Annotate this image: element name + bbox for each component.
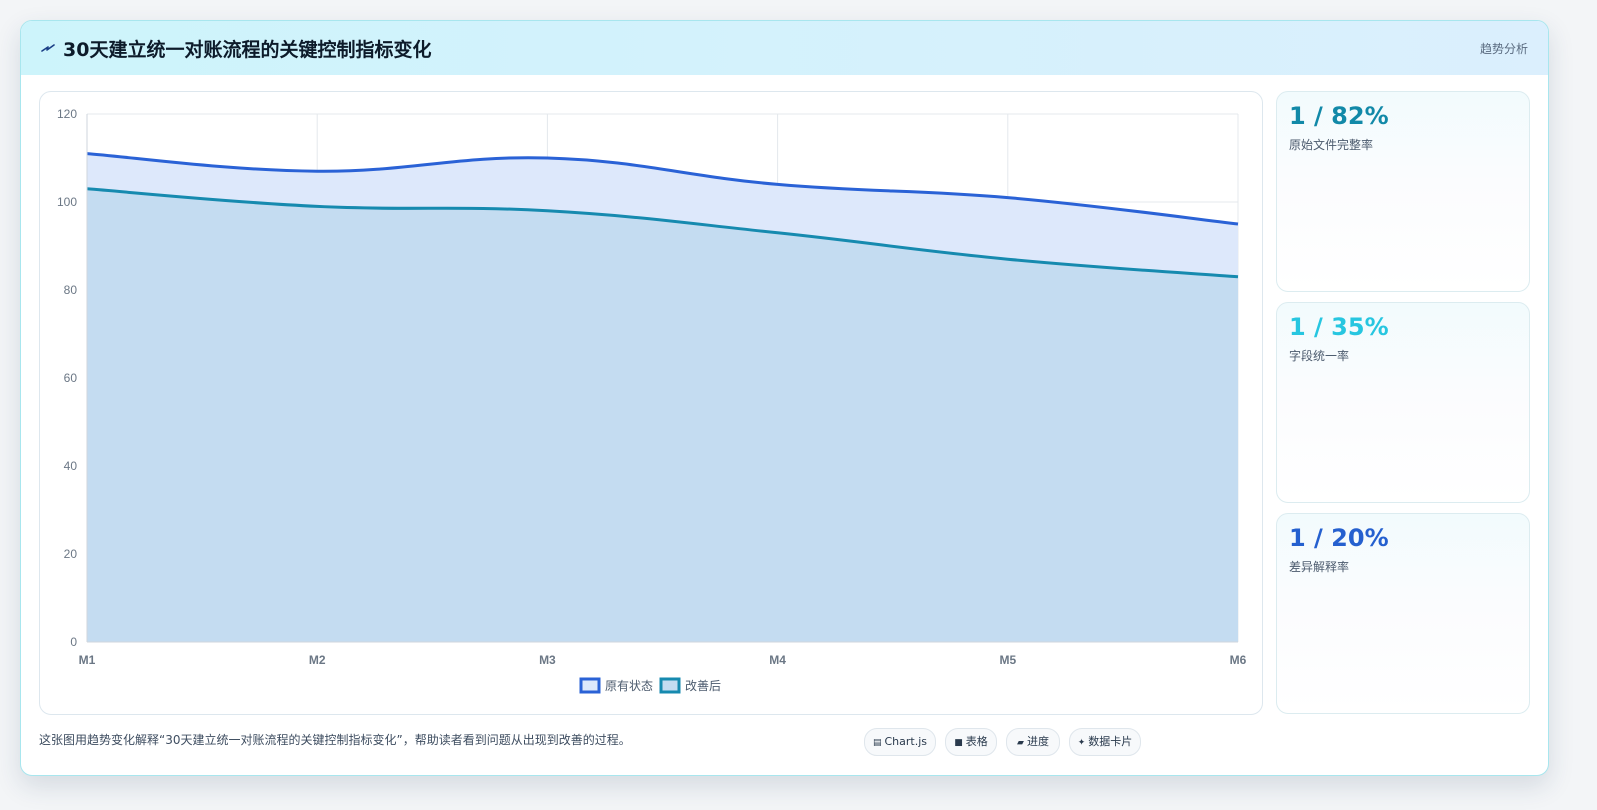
metric-value: 1 / 20% [1289, 524, 1389, 552]
area-series-2 [87, 188, 1238, 643]
tag-label: 表格 [965, 735, 988, 748]
y-tick-label: 0 [70, 635, 77, 649]
y-tick-label: 80 [64, 283, 78, 297]
metric-card-variance-explanation: 1 / 20% 差异解释率 [1276, 513, 1530, 714]
view-mode-label: 趋势分析 [1479, 42, 1528, 56]
x-tick-label: M3 [539, 653, 556, 667]
legend-swatch [659, 677, 681, 694]
y-tick-label: 60 [64, 371, 78, 385]
table-icon: ■ [954, 738, 963, 748]
chart-caption: 这张图用趋势变化解释“30天建立统一对账流程的关键控制指标变化”，帮助读者看到问… [39, 733, 631, 747]
tag-progress[interactable]: ▰ 进度 [1006, 728, 1060, 756]
x-tick-label: M1 [79, 653, 96, 667]
tag-data-card[interactable]: ✦ 数据卡片 [1069, 728, 1141, 756]
x-tick-label: M4 [769, 653, 786, 667]
y-tick-label: 100 [57, 195, 77, 209]
card-header: 30天建立统一对账流程的关键控制指标变化 趋势分析 [21, 21, 1548, 75]
line-series-2 [86, 187, 1239, 279]
y-tick-label: 20 [64, 547, 78, 561]
progress-icon: ▰ [1017, 738, 1024, 748]
legend-label: 改善后 [685, 678, 721, 693]
y-tick-label: 120 [57, 107, 77, 121]
legend-swatch [579, 677, 601, 694]
report-card: 30天建立统一对账流程的关键控制指标变化 趋势分析 0 20 40 60 80 100 12… [20, 20, 1549, 776]
metric-label: 差异解释率 [1289, 560, 1350, 574]
chart-panel: 0 20 40 60 80 100 120 M1 M2 M3 M4 M5 M6 原有状态 改善后 [39, 91, 1263, 715]
chart-icon: ▤ [872, 738, 882, 748]
metric-card-field-unification: 1 / 35% 字段统一率 [1276, 302, 1530, 503]
lightning-icon [41, 44, 55, 52]
line-series-1 [86, 152, 1239, 226]
metric-label: 字段统一率 [1289, 349, 1350, 363]
metric-card-completeness: 1 / 82% 原始文件完整率 [1276, 91, 1530, 292]
sparkle-icon: ✦ [1077, 738, 1086, 748]
tag-label: Chart.js [884, 735, 928, 748]
trend-area-chart: 0 20 40 60 80 100 120 M1 M2 M3 M4 M5 M6 原有状态 改善后 [57, 107, 1247, 694]
legend-label: 原有状态 [605, 679, 653, 693]
tag-label: 进度 [1026, 735, 1049, 748]
page-title: 30天建立统一对账流程的关键控制指标变化 [63, 39, 432, 61]
tag-label: 数据卡片 [1088, 735, 1133, 748]
tag-table[interactable]: ■ 表格 [945, 728, 997, 756]
metric-value: 1 / 82% [1289, 102, 1389, 130]
x-tick-label: M6 [1230, 653, 1247, 667]
metric-label: 原始文件完整率 [1289, 138, 1374, 152]
tag-chartjs[interactable]: ▤ Chart.js [864, 728, 936, 756]
x-tick-label: M5 [999, 653, 1016, 667]
x-tick-label: M2 [309, 653, 326, 667]
metric-value: 1 / 35% [1289, 313, 1389, 341]
y-tick-label: 40 [64, 459, 78, 473]
